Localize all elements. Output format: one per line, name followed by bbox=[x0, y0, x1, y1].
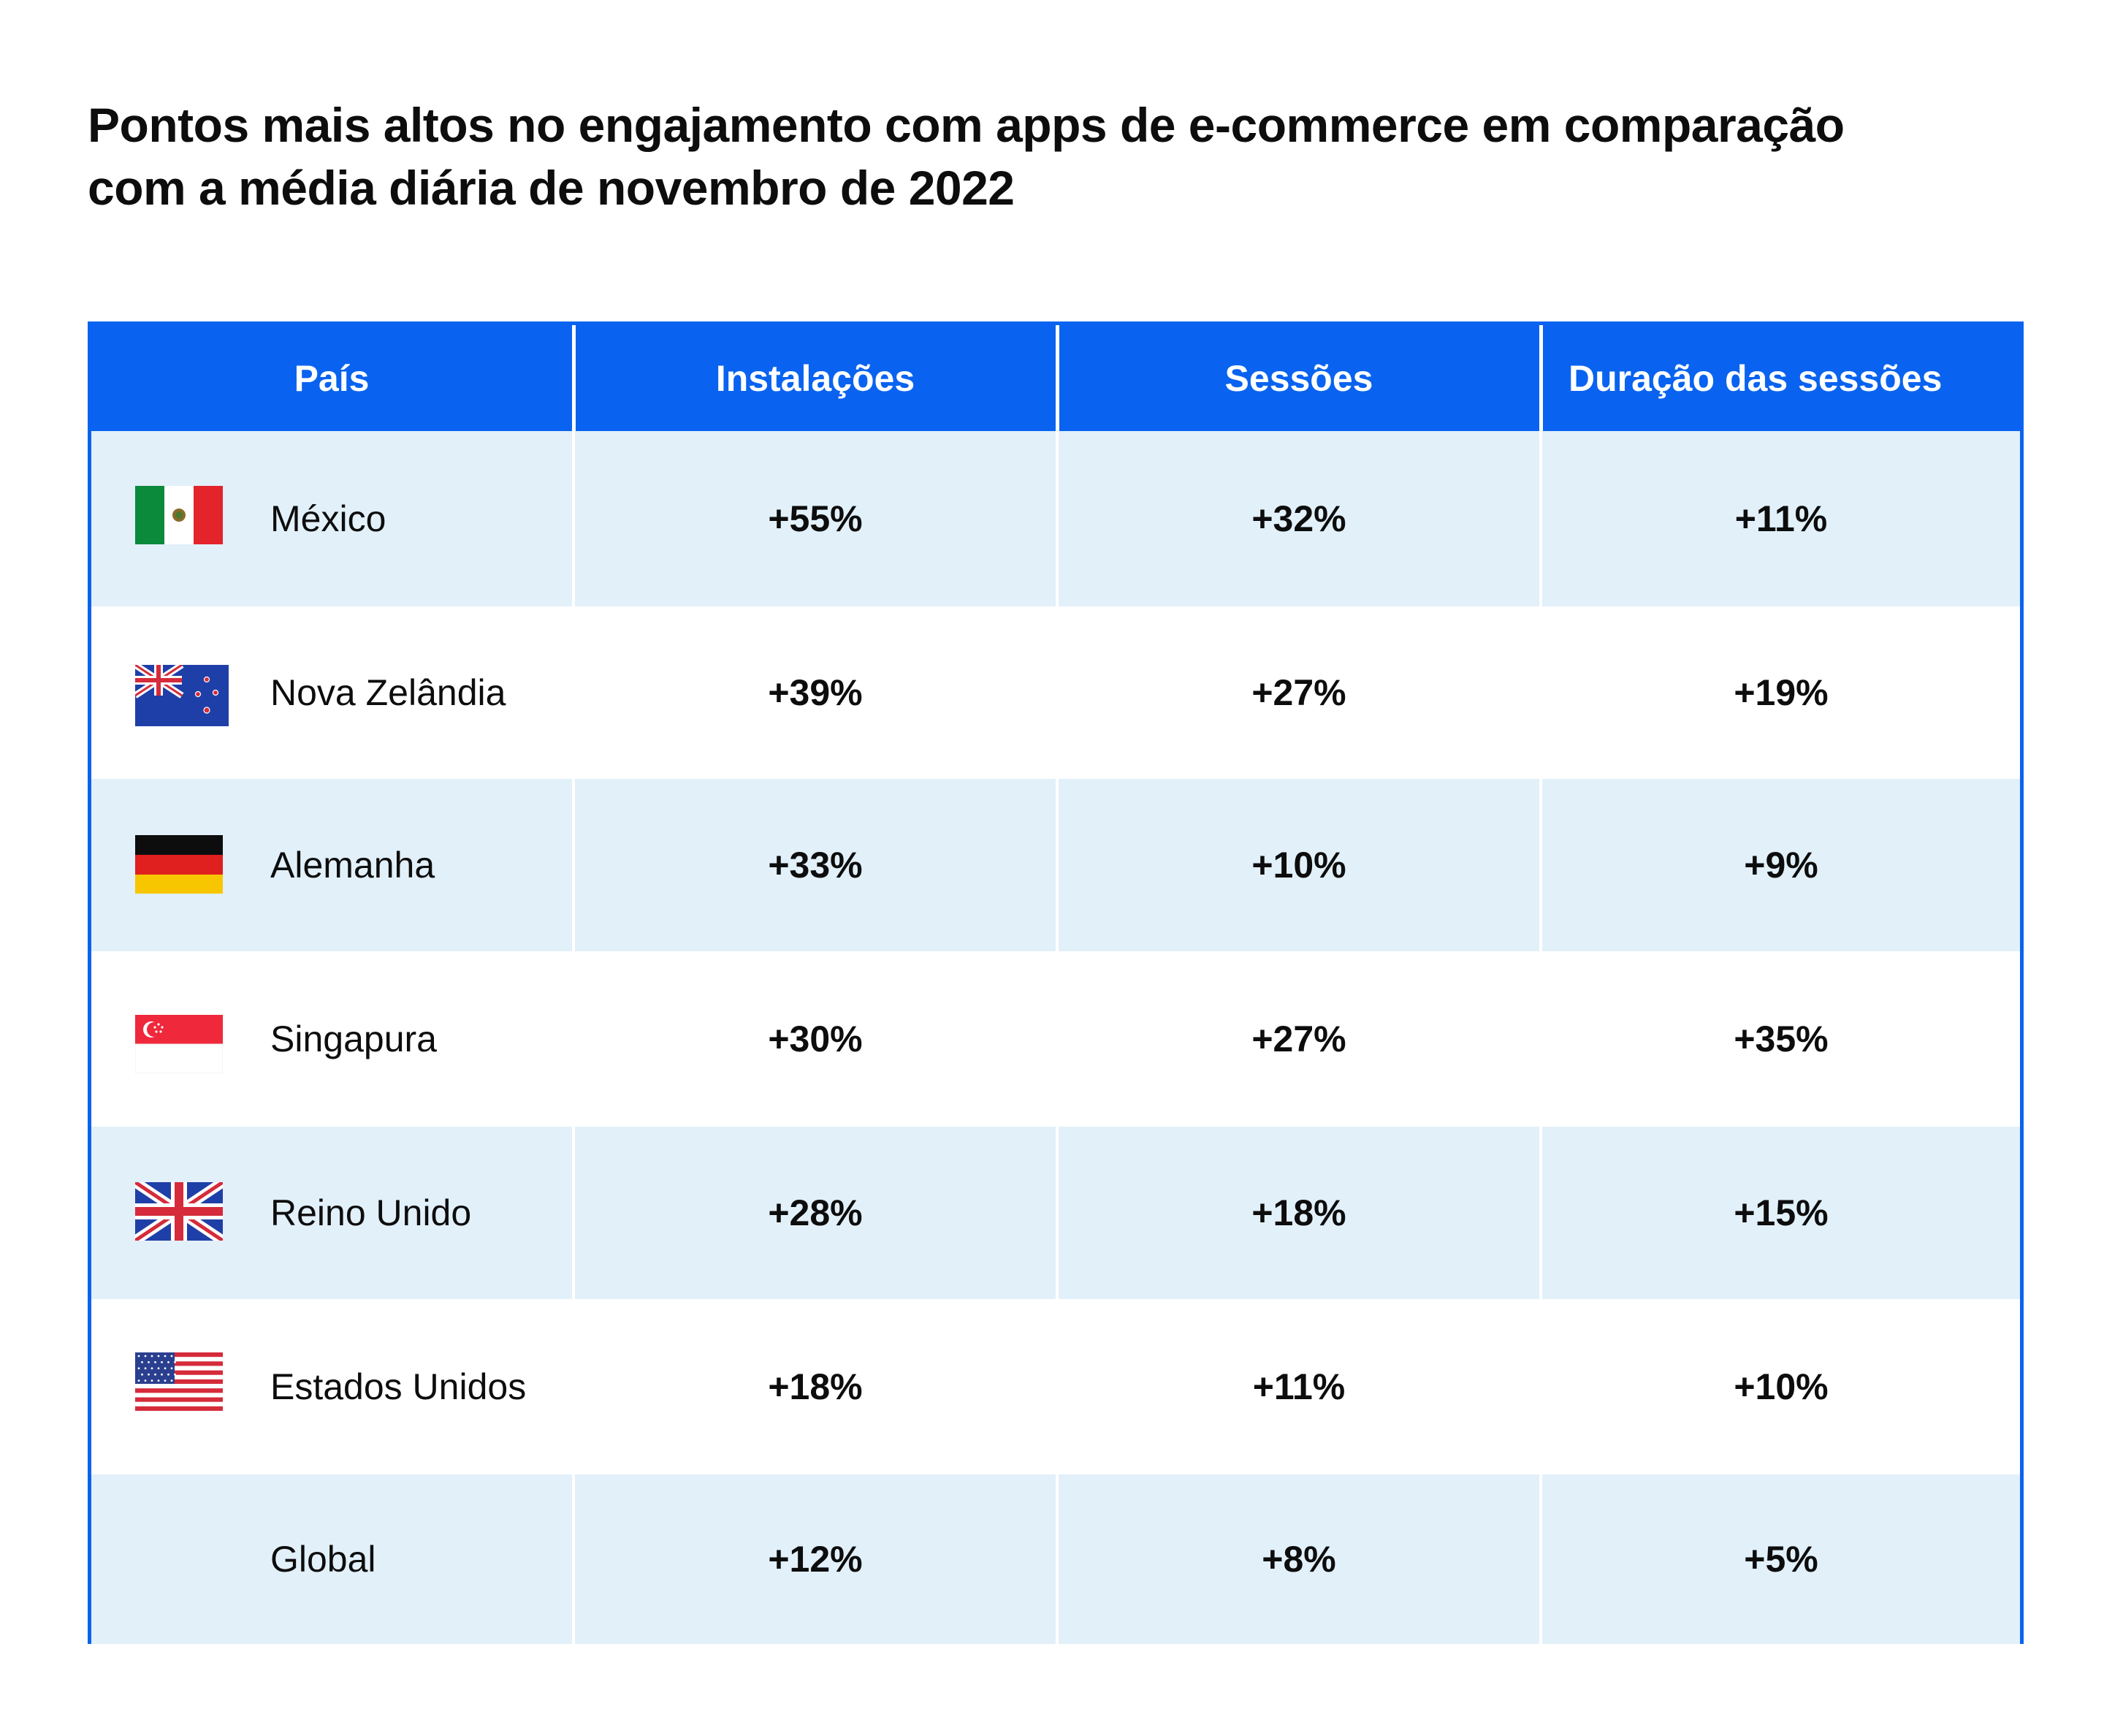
column-divider bbox=[572, 431, 575, 606]
usa-flag-icon bbox=[135, 1352, 223, 1411]
country-label: Singapura bbox=[270, 1019, 437, 1059]
table-row: Reino Unido +28% +18% +15% bbox=[91, 1127, 2020, 1299]
singapore-flag-icon bbox=[134, 1015, 224, 1074]
column-divider bbox=[1056, 431, 1059, 606]
column-divider bbox=[1056, 1127, 1059, 1299]
country-label: México bbox=[270, 498, 386, 539]
installs-value: +28% bbox=[768, 1192, 863, 1233]
germany-flag-icon bbox=[135, 835, 223, 894]
sessions-value: +32% bbox=[1251, 498, 1346, 539]
country-label: Reino Unido bbox=[270, 1192, 472, 1233]
sessions-value: +8% bbox=[1262, 1539, 1336, 1580]
header-divider bbox=[1056, 325, 1059, 431]
column-divider bbox=[572, 606, 575, 779]
duration-value: +11% bbox=[1734, 498, 1828, 539]
installs-value: +12% bbox=[768, 1539, 863, 1580]
installs-value: +18% bbox=[768, 1366, 863, 1407]
column-divider bbox=[572, 1127, 575, 1299]
duration-value: +10% bbox=[1734, 1366, 1829, 1407]
column-divider bbox=[1056, 606, 1059, 779]
table-row: Singapura +30% +27% +35% bbox=[91, 951, 2020, 1127]
column-divider bbox=[1539, 1474, 1542, 1644]
header-divider bbox=[572, 325, 576, 431]
column-divider bbox=[1539, 1299, 1542, 1474]
country-label: Global bbox=[270, 1539, 376, 1580]
column-divider bbox=[572, 1474, 575, 1644]
header-country: País bbox=[294, 357, 370, 399]
sessions-value: +18% bbox=[1251, 1192, 1346, 1233]
duration-value: +19% bbox=[1734, 672, 1829, 713]
country-label: Nova Zelândia bbox=[270, 672, 506, 713]
duration-value: +9% bbox=[1744, 845, 1818, 886]
header-installs: Instalações bbox=[715, 357, 915, 399]
header-divider bbox=[1539, 325, 1543, 431]
installs-value: +30% bbox=[768, 1019, 863, 1059]
duration-value: +35% bbox=[1734, 1019, 1829, 1059]
column-divider bbox=[1539, 779, 1542, 951]
sessions-value: +11% bbox=[1252, 1366, 1346, 1407]
sessions-value: +27% bbox=[1251, 1019, 1346, 1059]
country-label: Estados Unidos bbox=[270, 1366, 527, 1407]
column-divider bbox=[1539, 951, 1542, 1127]
column-divider bbox=[1539, 431, 1542, 606]
table-row: Estados Unidos +18% +11% +10% bbox=[91, 1299, 2020, 1474]
sessions-value: +27% bbox=[1251, 672, 1346, 713]
table-row: Alemanha +33% +10% +9% bbox=[91, 779, 2020, 951]
column-divider bbox=[1056, 1474, 1059, 1644]
column-divider bbox=[572, 1299, 575, 1474]
installs-value: +55% bbox=[768, 498, 863, 539]
column-divider bbox=[1539, 1127, 1542, 1299]
column-divider bbox=[1056, 779, 1059, 951]
page-title: Pontos mais altos no engajamento com app… bbox=[88, 94, 1987, 219]
sessions-value: +10% bbox=[1251, 845, 1346, 886]
mexico-flag-icon bbox=[135, 486, 223, 544]
header-sessions: Sessões bbox=[1224, 357, 1373, 399]
column-divider bbox=[1056, 951, 1059, 1127]
table-row: México +55% +32% +11% bbox=[91, 431, 2020, 606]
installs-value: +39% bbox=[768, 672, 863, 713]
duration-value: +5% bbox=[1744, 1539, 1818, 1580]
table-row: Nova Zelândia +39% +27% +19% bbox=[91, 606, 2020, 779]
table-header: País Instalações Sessões Duração das ses… bbox=[91, 325, 2020, 431]
country-label: Alemanha bbox=[270, 845, 435, 886]
installs-value: +33% bbox=[768, 845, 863, 886]
column-divider bbox=[1539, 606, 1542, 779]
table-row: Global +12% +8% +5% bbox=[91, 1474, 2020, 1644]
uk-flag-icon bbox=[132, 1178, 226, 1245]
new-zealand-flag-icon bbox=[133, 662, 229, 726]
duration-value: +15% bbox=[1734, 1192, 1829, 1233]
title-line-2: com a média diária de novembro de 2022 bbox=[88, 161, 1015, 215]
engagement-table: País Instalações Sessões Duração das ses… bbox=[88, 321, 2024, 1644]
column-divider bbox=[1056, 1299, 1059, 1474]
title-line-1: Pontos mais altos no engajamento com app… bbox=[88, 98, 1845, 152]
header-duration: Duração das sessões bbox=[1569, 357, 1943, 399]
column-divider bbox=[572, 951, 575, 1127]
column-divider bbox=[572, 779, 575, 951]
